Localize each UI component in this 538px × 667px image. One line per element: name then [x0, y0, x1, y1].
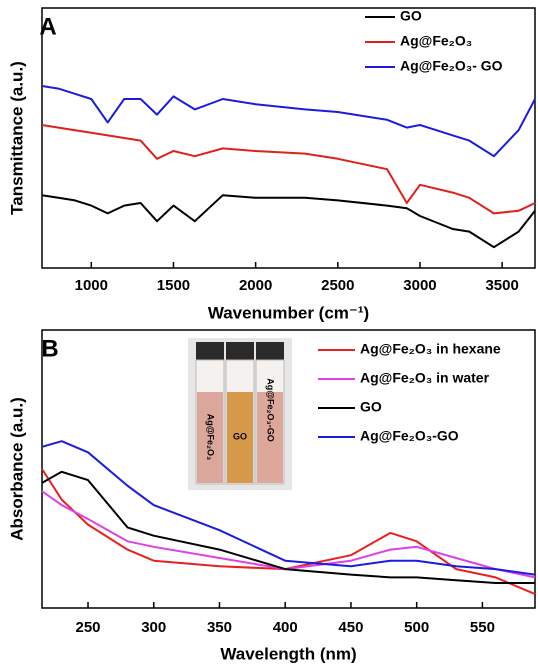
- x-tick-label: 3500: [485, 277, 518, 294]
- legend-label: Ag@Fe₂O₃- GO: [400, 58, 503, 74]
- data-line: [42, 86, 535, 156]
- x-tick-label: 250: [75, 619, 100, 636]
- x-tick-label: 400: [273, 619, 298, 636]
- x-tick-label: 3000: [403, 277, 436, 294]
- legend-label: GO: [400, 8, 422, 24]
- x-tick-label: 2000: [239, 277, 272, 294]
- x-tick-label: 550: [470, 619, 495, 636]
- inset-label: GO: [233, 431, 247, 441]
- legend-label: GO: [360, 399, 382, 415]
- x-tick-label: 1500: [157, 277, 190, 294]
- data-line: [42, 491, 535, 577]
- panel-letter: B: [41, 335, 58, 362]
- data-line: [42, 195, 535, 247]
- y-axis-title: Absorbance (a.u.): [7, 397, 26, 541]
- legend-label: Ag@Fe₂O₃-GO: [360, 428, 459, 444]
- legend-label: Ag@Fe₂O₃ in hexane: [360, 341, 501, 357]
- inset-label: Ag@Fe₂O₃-GO: [266, 378, 276, 441]
- figure: 1000 1500 2000 2500 3000 3500 Wavenumber (cm⁻¹…: [0, 0, 538, 667]
- y-axis-title: Tansmittance (a.u.): [7, 61, 26, 215]
- legend-label: Ag@Fe₂O₃ in water: [360, 370, 490, 386]
- panel-letter: A: [39, 13, 56, 40]
- x-tick-label: 300: [141, 619, 166, 636]
- inset-label: Ag@Fe₂O₃: [206, 414, 216, 460]
- x-tick-label: 500: [404, 619, 429, 636]
- x-tick-label: 1000: [75, 277, 108, 294]
- x-tick-label: 350: [207, 619, 232, 636]
- x-tick-label: 2500: [321, 277, 354, 294]
- x-axis-title: Wavelength (nm): [220, 644, 356, 663]
- x-axis-title: Wavenumber (cm⁻¹): [208, 303, 369, 322]
- legend-label: Ag@Fe₂O₃: [400, 33, 472, 49]
- x-tick-label: 450: [338, 619, 363, 636]
